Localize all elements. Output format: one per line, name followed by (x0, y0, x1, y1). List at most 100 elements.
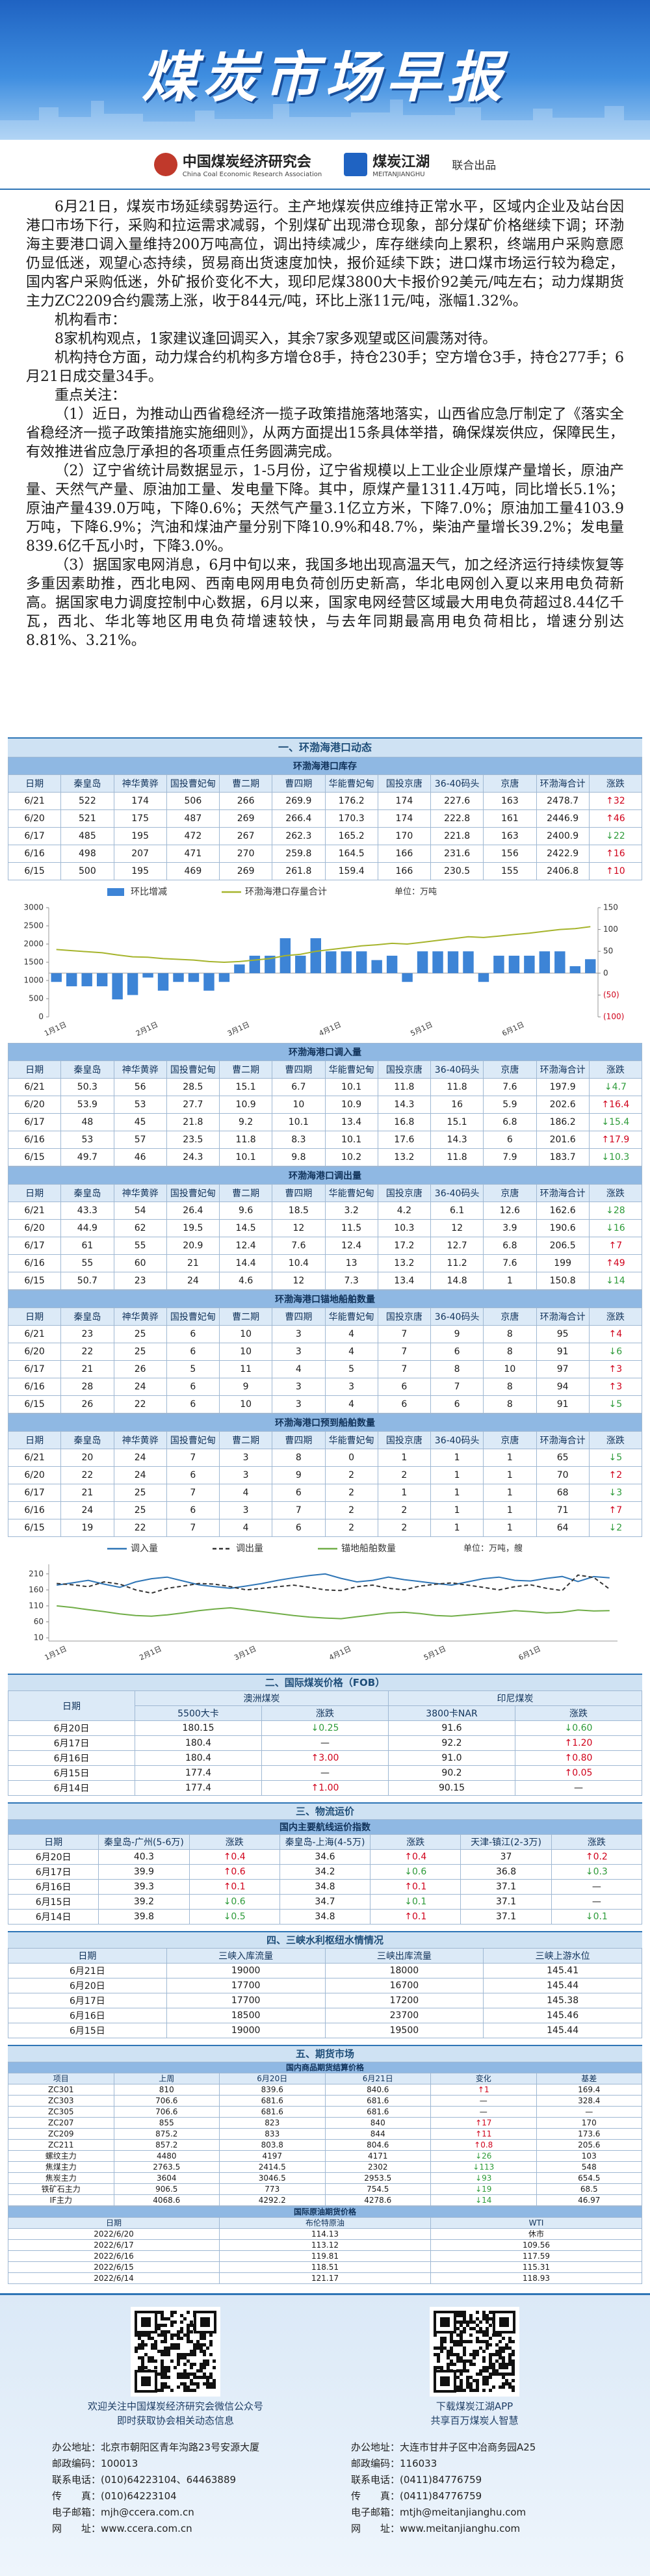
table-cell: 1 (483, 1449, 537, 1467)
qr-module (157, 2389, 161, 2392)
qr-module (460, 2343, 463, 2346)
qr-module (164, 2376, 167, 2379)
table-cell: 21.8 (166, 1113, 220, 1131)
bar (81, 973, 92, 986)
column-header: 日期 (7, 1834, 99, 1850)
table-cell: 6 (272, 1484, 326, 1502)
paragraph: （2）辽宁省统计局数据显示，1-5月份，辽宁省规模以上工业企业原煤产量增长，原油… (26, 463, 624, 555)
qr-module (200, 2346, 203, 2350)
qr-module (463, 2359, 466, 2363)
table-cell: 7 (166, 1519, 220, 1537)
table-cell: ↑7 (588, 1237, 643, 1255)
qr-module (447, 2366, 450, 2369)
qr-finder (434, 2311, 456, 2333)
qr-module (190, 2389, 193, 2392)
qr-module (502, 2366, 505, 2369)
table-cell: 37 (460, 1849, 552, 1865)
column-header: 日期 (7, 1308, 62, 1326)
qr-module (443, 2340, 447, 2343)
contact-left: 办公地址：北京市朝阳区青年沟路23号安源大厦 邮政编码：100013 联系电话：(0… (26, 2439, 325, 2537)
qr-module (492, 2333, 495, 2337)
table-cell: ↑10 (588, 862, 643, 880)
table-cell: 24.3 (166, 1148, 220, 1166)
qr-module (499, 2366, 502, 2369)
table-cell: 810 (113, 2084, 220, 2096)
table-cell: ↑1.20 (515, 1735, 642, 1751)
qr-module (492, 2372, 495, 2376)
qr-module (170, 2346, 174, 2350)
table-cell: ↓6 (588, 1343, 643, 1361)
table-cell: 12.4 (324, 1237, 378, 1255)
qr-module (456, 2327, 460, 2330)
qr-module (466, 2320, 469, 2324)
qr-module (492, 2363, 495, 2366)
qr-module (161, 2311, 164, 2314)
axis-tick-label: 160 (29, 1585, 44, 1594)
table-cell: 180.4 (135, 1750, 262, 1766)
bar (326, 951, 337, 973)
table-cell: 46 (113, 1148, 167, 1166)
qr-finder (499, 2317, 509, 2327)
qr-module (482, 2314, 486, 2317)
qr-module (476, 2372, 479, 2376)
table-row: 6/17 61 55 20.9 12.4 7.6 12.4 17.2 12.7 6.8 206.5 ↑… (7, 1237, 643, 1255)
table-row: 6/16 24 25 6 3 7 2 2 1 1 71 ↑7 (7, 1501, 643, 1519)
qr-module (499, 2356, 502, 2359)
qr-module (508, 2353, 512, 2356)
qr-module (489, 2311, 492, 2314)
qr-module (482, 2330, 486, 2333)
table-cell: 8 (483, 1378, 537, 1396)
table-cell: 2022/6/16 (8, 2250, 220, 2262)
column-header: 国投曹妃甸 (166, 1184, 220, 1202)
bar (554, 951, 566, 973)
org-name-en: MEITANJIANGHU (372, 171, 425, 178)
table-cell: 21 (166, 1254, 220, 1272)
table-cell: 180.15 (135, 1720, 262, 1736)
qr-module (187, 2324, 190, 2327)
column-header: 国投曹妃甸 (166, 1308, 220, 1326)
table-cell: 19.5 (166, 1219, 220, 1237)
section-title: 四、三峡水利枢纽水情情况 (8, 1931, 642, 1948)
qr-module (203, 2343, 206, 2346)
qr-module (177, 2343, 180, 2346)
qr-module (167, 2353, 170, 2356)
table-cell: 90.15 (388, 1780, 515, 1796)
qr-module (512, 2379, 515, 2382)
qr-module (482, 2369, 486, 2372)
qr-module (450, 2353, 453, 2356)
qr-module (463, 2317, 466, 2320)
table-cell: 162.6 (536, 1202, 590, 1220)
table-row: 6/17 21 25 7 4 6 2 1 1 1 68 ↓3 (7, 1484, 643, 1502)
table-caption: 国内商品期货结算价格 (8, 2062, 642, 2073)
table-cell: 2 (324, 1501, 378, 1519)
table-cell: 10 (272, 1096, 326, 1114)
qr-module (492, 2385, 495, 2389)
table-cell: 64 (536, 1519, 590, 1537)
qr-module (434, 2346, 437, 2350)
series-line (57, 1605, 610, 1620)
qr-module (463, 2320, 466, 2324)
column-header: 秦皇岛-广州(5-6万) (98, 1834, 190, 1850)
qr-module (183, 2356, 187, 2359)
qr-module (167, 2346, 170, 2350)
column-header: 秦皇岛 (60, 1184, 114, 1202)
table-cell: 4 (324, 1343, 378, 1361)
table-cell: ↓10.3 (588, 1148, 643, 1166)
table-cell: 28.5 (166, 1078, 220, 1096)
qr-module (437, 2353, 440, 2356)
table-cell: 90.2 (388, 1765, 515, 1781)
column-header: 环渤海合计 (536, 774, 590, 793)
column-header: 国投曹妃甸 (166, 1060, 220, 1079)
table-caption: 环渤海港口库存 (8, 757, 642, 775)
logo-ccera: 中国煤炭经济研究会 China Coal Economic Research As… (153, 150, 322, 178)
bar (249, 955, 261, 973)
table-cell: 24 (60, 1501, 114, 1519)
table-cell: 485 (60, 827, 114, 845)
qr-module (206, 2385, 209, 2389)
table-cell: 840.6 (324, 2084, 431, 2096)
table-cell: 6月15日 (8, 2023, 167, 2038)
table-cell: 6/16 (7, 1131, 62, 1149)
table-cell: 161 (483, 809, 537, 828)
column-header: 环渤海合计 (536, 1308, 590, 1326)
qr-module (187, 2330, 190, 2333)
